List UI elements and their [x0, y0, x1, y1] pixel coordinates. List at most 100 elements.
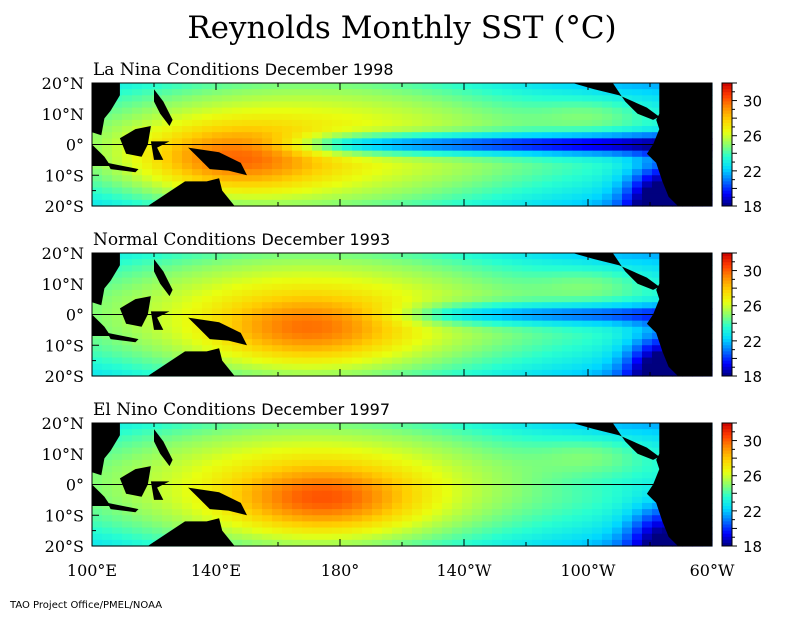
sst-cell [532, 113, 543, 121]
sst-cell [602, 107, 613, 115]
sst-cell [412, 283, 423, 291]
sst-cell [502, 357, 513, 365]
sst-cell [122, 119, 133, 127]
sst-cell [352, 459, 363, 467]
sst-cell [262, 326, 273, 334]
sst-cell [332, 484, 343, 492]
sst-cell [562, 296, 573, 303]
sst-cell [472, 326, 483, 334]
sst-cell [242, 83, 253, 90]
sst-cell [342, 253, 353, 260]
java-landmass [107, 502, 139, 513]
sst-cell [362, 478, 373, 486]
sst-cell [212, 314, 223, 322]
sst-cell [142, 162, 153, 170]
sst-cell [312, 119, 323, 127]
sst-cell [102, 339, 113, 346]
colorbar-band [722, 265, 732, 269]
sst-cell [452, 101, 463, 109]
sst-cell [262, 429, 273, 436]
sst-cell [282, 277, 293, 285]
sst-cell [392, 345, 403, 352]
sst-cell [112, 150, 123, 158]
sst-cell [442, 187, 453, 195]
sst-cell [422, 332, 433, 340]
sst-cell [432, 339, 443, 346]
sst-cell [522, 199, 533, 207]
sst-cell [592, 169, 603, 176]
sst-cell [422, 345, 433, 352]
sst-cell [192, 339, 203, 346]
sst-cell [562, 308, 573, 316]
sst-cell [442, 363, 453, 371]
sst-cell [452, 332, 463, 340]
colorbar-band [722, 450, 732, 455]
sst-cell [452, 259, 463, 266]
sst-cell [252, 271, 263, 279]
sst-cell [472, 345, 483, 352]
colorbar-band [722, 536, 732, 541]
sst-cell [502, 138, 513, 146]
sst-cell [142, 345, 153, 352]
sst-cell [432, 484, 443, 492]
sst-cell [632, 95, 643, 103]
sst-cell [402, 113, 413, 121]
sst-cell [332, 521, 343, 529]
sst-cell [452, 144, 463, 152]
sst-cell [522, 89, 533, 96]
sst-cell [432, 289, 443, 297]
sst-cell [92, 509, 103, 516]
sst-cell [332, 83, 343, 90]
sst-cell [492, 314, 503, 322]
sst-cell [402, 363, 413, 371]
sst-cell [512, 95, 523, 103]
sst-cell [282, 132, 293, 139]
sst-cell [122, 496, 133, 504]
colorbar-band [722, 308, 732, 312]
sst-cell [522, 521, 533, 529]
sst-cell [632, 515, 643, 522]
sst-cell [622, 314, 633, 322]
sst-cell [102, 502, 113, 510]
sst-cell [522, 539, 533, 547]
sst-cell [482, 265, 493, 273]
sst-cell [162, 351, 173, 359]
sst-cell [632, 502, 643, 510]
sst-cell [512, 423, 523, 430]
colorbar-band [722, 178, 732, 182]
sst-cell [542, 357, 553, 365]
sst-cell [522, 144, 533, 152]
sst-cell [402, 95, 413, 103]
sst-cell [372, 490, 383, 498]
sst-cell [242, 277, 253, 285]
sst-cell [372, 253, 383, 260]
sst-cell [132, 429, 143, 436]
sst-cell [192, 296, 203, 303]
sst-cell [332, 478, 343, 486]
sst-cell [592, 332, 603, 340]
sst-cell [262, 175, 273, 182]
sst-cell [482, 162, 493, 170]
sst-cell [512, 435, 523, 443]
sst-cell [402, 345, 413, 352]
sst-cell [412, 126, 423, 133]
sst-cell [632, 302, 643, 309]
sst-cell [652, 363, 663, 371]
sst-cell [192, 435, 203, 443]
sst-cell [322, 271, 333, 279]
sst-cell [162, 496, 173, 504]
sst-cell [232, 181, 243, 189]
colorbar-band [722, 351, 732, 355]
sst-cell [612, 345, 623, 352]
sst-cell [262, 521, 273, 529]
sst-cell [652, 332, 663, 340]
sst-cell [562, 283, 573, 291]
sst-cell [572, 138, 583, 146]
sst-cell [102, 289, 113, 297]
sst-cell [632, 314, 643, 322]
sst-cell [92, 369, 103, 377]
sst-cell [212, 89, 223, 96]
sst-cell [522, 308, 533, 316]
sst-cell [502, 459, 513, 467]
sst-cell [322, 83, 333, 90]
